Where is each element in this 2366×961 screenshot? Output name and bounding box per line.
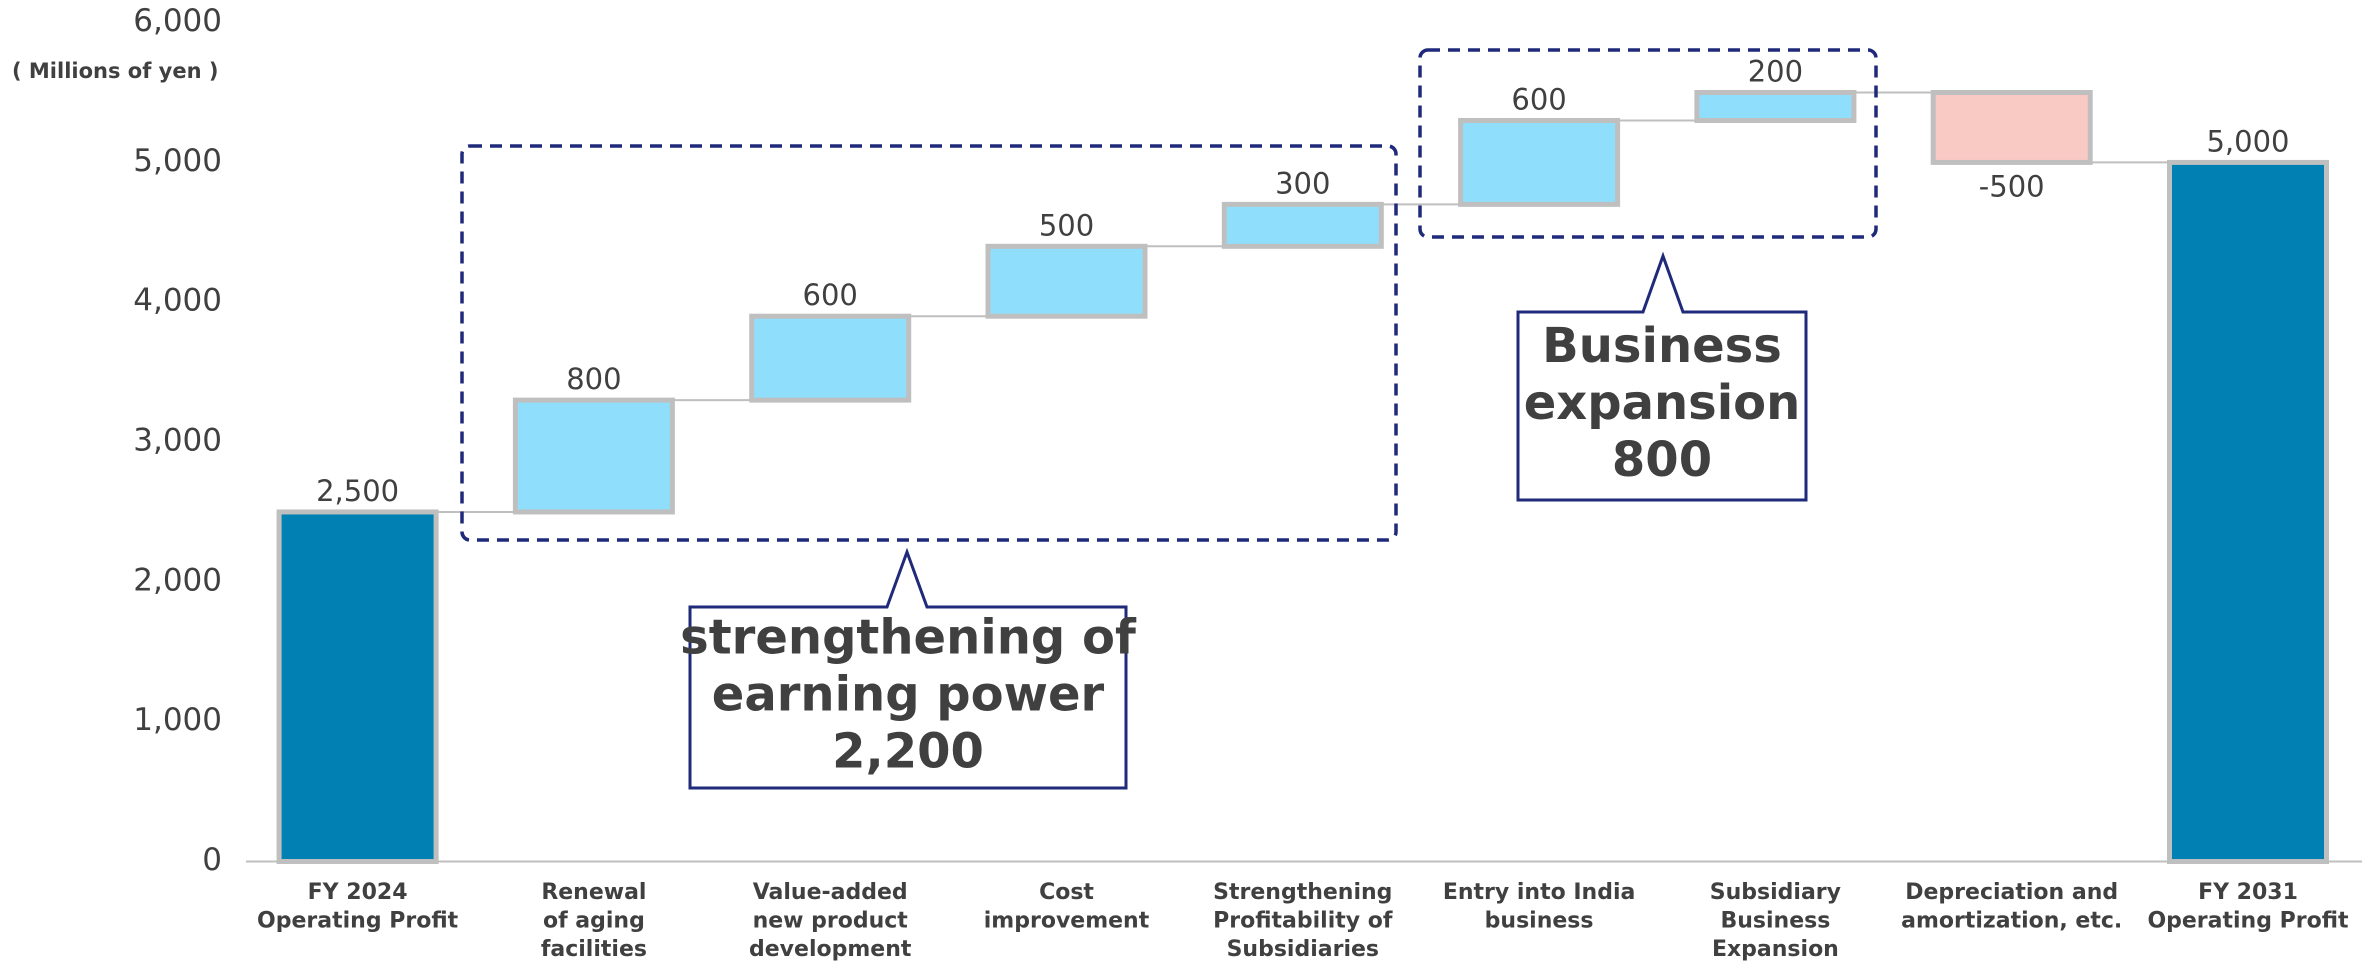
y-tick-label: 2,000 [133, 562, 222, 598]
value-label: 200 [1748, 55, 1803, 89]
value-label: -500 [1979, 169, 2045, 203]
value-label: 600 [1511, 82, 1566, 116]
bar [749, 313, 912, 403]
bar [1458, 117, 1621, 207]
x-tick-label: Business [1720, 909, 1830, 934]
value-label: 5,000 [2206, 124, 2289, 158]
bar [1221, 201, 1384, 249]
x-tick-label: Subsidiaries [1227, 937, 1379, 961]
annotation: expansion [1524, 375, 1801, 431]
x-tick-label: Cost [1039, 880, 1094, 905]
x-tick-label: Value-added [753, 880, 908, 905]
value-label: 300 [1275, 166, 1330, 200]
group-box [460, 144, 1398, 542]
annotation: 2,200 [832, 724, 984, 780]
callout [1516, 251, 1808, 502]
x-tick-label: Renewal [541, 880, 646, 905]
y-tick-label: 5,000 [133, 143, 222, 179]
annotation: Business [1542, 318, 1782, 374]
x-tick-label: business [1485, 909, 1594, 934]
group-box [1418, 48, 1878, 239]
bar [1694, 90, 1857, 123]
bar [985, 243, 1148, 319]
x-tick-label: Depreciation and [1905, 880, 2118, 905]
x-tick-label: development [749, 937, 912, 961]
y-tick-label: 4,000 [133, 283, 222, 319]
x-tick-label: Profitability of [1213, 909, 1393, 934]
bar [276, 509, 439, 864]
y-axis-label: ( Millions of yen ) [12, 59, 218, 83]
x-tick-label: Operating Profit [2147, 909, 2349, 934]
bar [512, 397, 675, 515]
x-tick-label: new product [753, 909, 909, 934]
annotation: earning power [712, 667, 1105, 723]
x-tick-label: FY 2031 [2198, 880, 2298, 905]
value-label: 800 [566, 362, 621, 396]
annotation: strengthening of [680, 610, 1137, 666]
value-label: 600 [803, 278, 858, 312]
x-tick-label: improvement [984, 909, 1150, 934]
y-tick-label: 0 [202, 842, 222, 878]
y-tick-label: 1,000 [133, 702, 222, 738]
value-label: 2,500 [316, 474, 399, 508]
x-tick-label: Strengthening [1213, 880, 1392, 905]
x-tick-label: Subsidiary [1710, 880, 1841, 905]
callout [688, 547, 1128, 790]
x-tick-label: Expansion [1712, 937, 1839, 961]
x-tick-label: FY 2024 [308, 880, 408, 905]
y-tick-label: 6,000 [133, 3, 222, 39]
x-tick-label: facilities [541, 937, 647, 961]
annotation: 800 [1612, 432, 1712, 488]
bar [2167, 159, 2329, 864]
x-tick-label: of aging [543, 909, 645, 934]
y-tick-label: 3,000 [133, 423, 222, 459]
x-tick-label: Operating Profit [257, 909, 459, 934]
value-label: 500 [1039, 208, 1094, 242]
bar [1930, 90, 2093, 165]
x-tick-label: amortization, etc. [1901, 909, 2122, 934]
x-tick-label: Entry into India [1443, 880, 1636, 905]
